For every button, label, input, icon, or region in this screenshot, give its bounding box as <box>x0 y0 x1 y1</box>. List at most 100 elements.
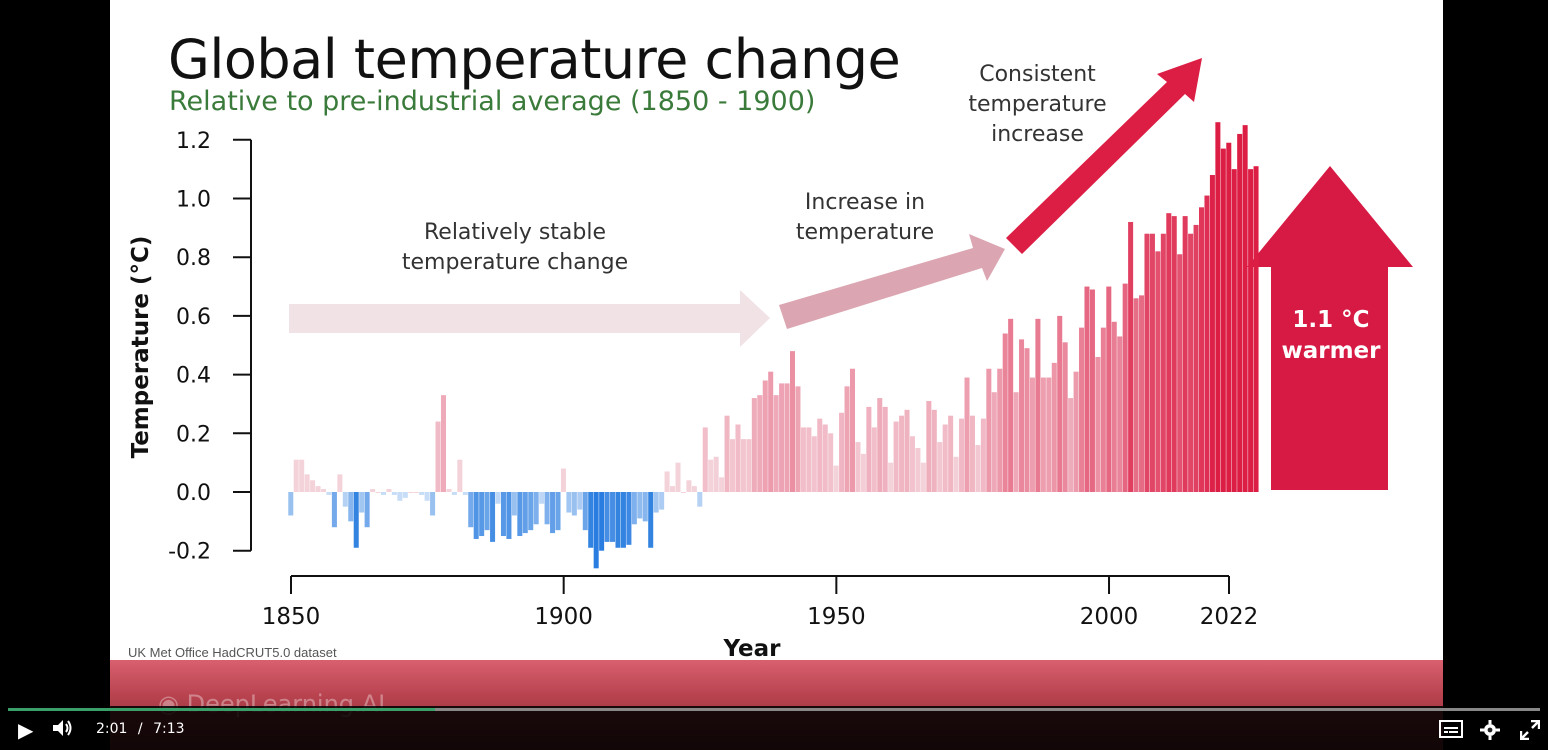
temperature-bar <box>1111 321 1117 492</box>
temperature-bar <box>419 492 425 495</box>
fullscreen-button[interactable] <box>1519 719 1541 744</box>
stable-arrow <box>289 290 770 347</box>
bars <box>288 122 1259 569</box>
consistent-annotation: Consistent temperature increase <box>950 60 1125 150</box>
y-tick-label: 1.0 <box>176 188 211 213</box>
increase-annotation: Increase in temperature <box>775 188 955 248</box>
progress-fill <box>8 708 436 711</box>
increase-line-2: temperature <box>795 220 935 245</box>
temperature-bar <box>948 415 954 492</box>
temperature-bar <box>1193 224 1199 493</box>
temperature-bar <box>620 492 626 548</box>
temperature-bar <box>735 424 741 492</box>
temperature-bar <box>909 436 915 492</box>
temperature-bar <box>1068 398 1074 492</box>
temperature-bar <box>380 492 386 495</box>
temperature-bar <box>430 492 436 516</box>
temperature-bar <box>1079 327 1085 492</box>
temperature-bar <box>1204 195 1210 492</box>
volume-button[interactable] <box>52 718 74 742</box>
temperature-bar <box>1253 166 1259 492</box>
temperature-bar <box>571 492 577 516</box>
temperature-bar <box>435 421 441 492</box>
temperature-bar <box>348 492 354 522</box>
settings-button[interactable] <box>1480 720 1500 744</box>
temperature-bar <box>359 492 365 513</box>
temperature-bar <box>817 418 823 492</box>
x-axis: 1850 1900 1950 2000 2022 <box>262 575 1258 630</box>
temperature-bar <box>375 492 381 493</box>
temperature-bar <box>768 371 774 492</box>
warmer-arrow <box>1247 166 1413 490</box>
temperature-bar <box>353 492 359 548</box>
progress-bar[interactable] <box>8 708 1540 711</box>
temperature-bar <box>1199 207 1205 492</box>
temperature-bar <box>1073 371 1079 492</box>
temperature-bar <box>904 409 910 492</box>
consistent-arrow <box>1006 58 1202 254</box>
temperature-bar <box>828 433 834 492</box>
temperature-bar <box>1008 318 1014 492</box>
temperature-bar <box>1182 216 1188 493</box>
temperature-bar <box>1215 122 1221 492</box>
temperature-bar <box>473 492 479 539</box>
temperature-bar <box>457 459 463 492</box>
temperature-bar <box>1051 362 1057 492</box>
temperature-bar <box>806 427 812 492</box>
y-tick-label: 0.0 <box>176 481 211 506</box>
temperature-bar <box>599 492 605 551</box>
temperature-chart: -0.2 0.0 0.2 0.4 0.6 0.8 1.0 1.2 1850 1900 1950 20… <box>128 58 1413 662</box>
temperature-bar <box>893 421 899 492</box>
temperature-bar <box>659 492 665 510</box>
play-button[interactable]: ▶ <box>18 718 33 742</box>
time-display: 2:01 / 7:13 <box>96 721 185 737</box>
temperature-bar <box>1057 315 1063 492</box>
y-tick-label: 0.4 <box>176 364 211 389</box>
temperature-bar <box>637 492 643 519</box>
temperature-bar <box>522 492 528 534</box>
captions-button[interactable] <box>1439 719 1463 743</box>
temperature-bar <box>1139 295 1145 492</box>
temperature-bar <box>691 486 697 492</box>
captions-icon <box>1439 720 1463 738</box>
temperature-bar <box>986 368 992 492</box>
temperature-bar <box>746 439 752 492</box>
temperature-bar <box>304 474 310 492</box>
temperature-bar <box>342 492 348 507</box>
temperature-bar <box>326 492 332 495</box>
temperature-bar <box>860 453 866 492</box>
temperature-bar <box>899 415 905 492</box>
fullscreen-icon <box>1519 719 1541 741</box>
temperature-bar <box>762 380 768 492</box>
temperature-bar <box>495 492 501 504</box>
consistent-line-1: Consistent <box>979 62 1096 87</box>
temperature-bar <box>926 401 932 492</box>
temperature-bar <box>408 492 414 493</box>
temperature-bar <box>1100 327 1106 492</box>
temperature-bar <box>511 492 517 516</box>
y-tick-label: 0.8 <box>176 246 211 271</box>
temperature-bar <box>440 395 446 492</box>
temperature-bar <box>959 418 965 492</box>
temperature-bar <box>675 462 681 492</box>
temperature-bar <box>719 477 725 492</box>
temperature-bar <box>1128 221 1134 493</box>
temperature-bar <box>997 368 1003 492</box>
temperature-bar <box>969 415 975 492</box>
temperature-bar <box>855 442 861 492</box>
temperature-bar <box>871 427 877 492</box>
temperature-bar <box>386 489 392 492</box>
temperature-bar <box>653 492 659 513</box>
temperature-bar <box>1084 286 1090 492</box>
temperature-bar <box>708 459 714 492</box>
y-tick-label: 0.2 <box>176 422 211 447</box>
temperature-bar <box>702 427 708 492</box>
temperature-bar <box>849 368 855 492</box>
temperature-bar <box>1237 133 1243 492</box>
temperature-bar <box>315 486 321 492</box>
temperature-bar <box>528 492 534 531</box>
time-separator: / <box>137 721 143 737</box>
temperature-bar <box>1035 318 1041 492</box>
temperature-bar <box>740 439 746 492</box>
temperature-bar <box>839 412 845 492</box>
